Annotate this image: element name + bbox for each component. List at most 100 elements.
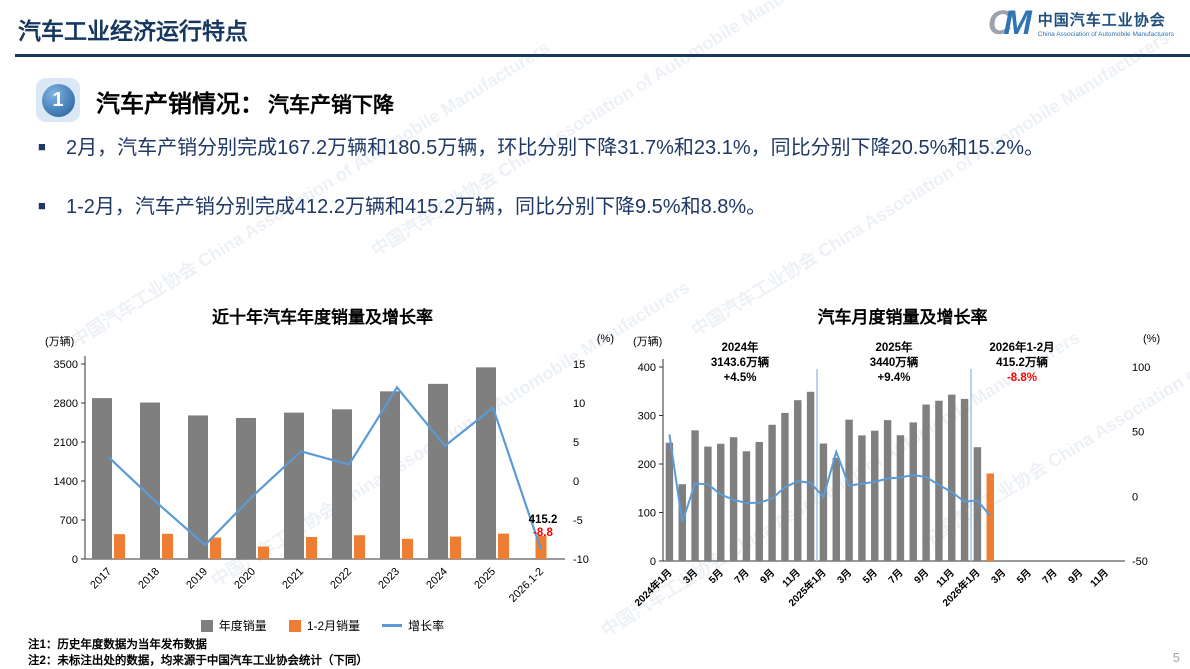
svg-text:5月: 5月 xyxy=(860,567,879,586)
svg-text:7月: 7月 xyxy=(886,567,905,586)
footnote-2: 注2：未标注出处的数据，均来源于中国汽车工业协会统计（下同） xyxy=(28,654,368,667)
section-title-sub: 汽车产销下降 xyxy=(268,94,394,117)
bullet-square-icon: ■ xyxy=(38,139,46,154)
section-number: 1 xyxy=(41,83,75,117)
svg-text:415.2: 415.2 xyxy=(529,514,558,526)
svg-text:5: 5 xyxy=(573,437,579,449)
section-title: 汽车产销情况： 汽车产销下降 xyxy=(96,84,394,119)
svg-text:11月: 11月 xyxy=(1088,567,1111,590)
annual-bars xyxy=(92,367,547,559)
svg-text:-10: -10 xyxy=(573,554,589,566)
svg-text:9月: 9月 xyxy=(912,567,931,586)
svg-text:2017: 2017 xyxy=(88,566,114,592)
annual-end-labels: 415.2-8.8 xyxy=(529,514,558,539)
annual-chart-legend: 年度销量 1-2月销量 增长率 xyxy=(25,617,620,634)
bullet-square-icon: ■ xyxy=(38,198,46,213)
legend-item-growth-rate: 增长率 xyxy=(382,617,444,634)
legend-label: 年度销量 xyxy=(218,619,267,633)
bullet-item: ■ 1-2月，汽车产销分别完成412.2万辆和415.2万辆，同比分别下降9.5… xyxy=(36,192,1158,222)
svg-text:-8.8%: -8.8% xyxy=(1007,372,1037,384)
annual-chart-title: 近十年汽车年度销量及增长率 xyxy=(212,308,433,327)
svg-text:0: 0 xyxy=(1132,491,1138,503)
annual-unit-right: (%) xyxy=(596,333,614,345)
monthly-chart-title: 汽车月度销量及增长率 xyxy=(817,308,988,327)
org-logo: CM 中国汽车工业协会 China Association of Automob… xyxy=(988,6,1174,40)
annual-left-axis-labels: 0 700 1400 2100 2800 3500 xyxy=(54,359,78,566)
annual-x-labels: 2017 2018 2019 2020 2021 2022 2023 2024 2025 2026… xyxy=(88,566,546,605)
svg-text:2021: 2021 xyxy=(280,566,306,592)
svg-text:700: 700 xyxy=(60,515,78,527)
svg-text:3月: 3月 xyxy=(681,567,700,586)
svg-text:2020: 2020 xyxy=(232,566,258,592)
org-name-cn: 中国汽车工业协会 xyxy=(1037,11,1166,29)
orange-bar-swatch-icon xyxy=(288,619,301,632)
svg-text:2800: 2800 xyxy=(54,398,78,410)
svg-text:7月: 7月 xyxy=(732,567,751,586)
svg-text:2025年: 2025年 xyxy=(875,340,913,354)
svg-text:2026年1-2月: 2026年1-2月 xyxy=(989,340,1054,354)
svg-text:-5: -5 xyxy=(573,515,583,527)
bullet-item: ■ 2月，汽车产销分别完成167.2万辆和180.5万辆，环比分别下降31.7%… xyxy=(36,133,1158,163)
svg-text:100: 100 xyxy=(1132,362,1150,374)
svg-text:11月: 11月 xyxy=(780,567,803,590)
org-name-en: China Association of Automobile Manufact… xyxy=(1037,30,1174,38)
gray-bar-swatch-icon xyxy=(200,619,213,632)
svg-text:+9.4%: +9.4% xyxy=(878,372,911,384)
monthly-left-axis-labels: 0 100 200 300 400 xyxy=(638,362,656,568)
svg-text:2100: 2100 xyxy=(54,437,78,449)
monthly-unit-right: (%) xyxy=(1143,333,1161,345)
bullet-list: ■ 2月，汽车产销分别完成167.2万辆和180.5万辆，环比分别下降31.7%… xyxy=(36,133,1158,251)
svg-text:5月: 5月 xyxy=(1014,567,1033,586)
svg-text:0: 0 xyxy=(573,476,579,488)
legend-label: 增长率 xyxy=(408,619,445,633)
svg-text:2018: 2018 xyxy=(136,566,162,592)
svg-text:-8.8: -8.8 xyxy=(533,527,553,539)
svg-text:2026.1-2: 2026.1-2 xyxy=(507,566,546,605)
svg-text:15: 15 xyxy=(573,359,585,371)
svg-text:0: 0 xyxy=(72,554,78,566)
svg-text:3500: 3500 xyxy=(54,359,78,371)
svg-text:9月: 9月 xyxy=(758,567,777,586)
page-number: 5 xyxy=(1172,650,1180,665)
section-number-badge: 1 xyxy=(36,78,80,122)
svg-text:5月: 5月 xyxy=(706,567,725,586)
svg-text:3440万辆: 3440万辆 xyxy=(870,355,919,369)
svg-text:+4.5%: +4.5% xyxy=(724,372,757,384)
svg-text:11月: 11月 xyxy=(934,567,957,590)
page-title: 汽车工业经济运行特点 xyxy=(18,18,248,44)
svg-text:9月: 9月 xyxy=(1066,567,1085,586)
monthly-year-separators xyxy=(816,369,972,561)
svg-text:400: 400 xyxy=(638,362,656,374)
svg-text:2025: 2025 xyxy=(472,566,498,592)
svg-text:3月: 3月 xyxy=(989,567,1008,586)
annual-right-axis-labels: -10 -5 0 5 10 15 xyxy=(573,359,589,566)
svg-text:2024年1月: 2024年1月 xyxy=(632,566,675,609)
header-divider xyxy=(15,54,1190,57)
svg-text:2022: 2022 xyxy=(328,566,354,592)
svg-text:10: 10 xyxy=(573,398,585,410)
bullet-text: 1-2月，汽车产销分别完成412.2万辆和415.2万辆，同比分别下降9.5%和… xyxy=(66,196,767,218)
legend-item-annual-sales: 年度销量 xyxy=(200,617,267,634)
svg-text:415.2万辆: 415.2万辆 xyxy=(996,355,1048,369)
monthly-axes xyxy=(659,359,1125,562)
annual-growth-line xyxy=(108,385,543,550)
svg-text:50: 50 xyxy=(1132,427,1144,439)
annual-sales-chart: 近十年汽车年度销量及增长率 (万辆) (%) 0 700 1400 2100 2800 3… xyxy=(25,303,620,629)
svg-text:2024: 2024 xyxy=(424,566,450,592)
svg-text:3月: 3月 xyxy=(835,567,854,586)
section-title-main: 汽车产销情况： xyxy=(96,91,264,118)
svg-text:3143.6万辆: 3143.6万辆 xyxy=(711,355,770,369)
org-logo-text: 中国汽车工业协会 China Association of Automobile… xyxy=(1038,9,1174,38)
legend-label: 1-2月销量 xyxy=(306,619,361,633)
svg-text:-50: -50 xyxy=(1132,556,1148,568)
bullet-text: 2月，汽车产销分别完成167.2万辆和180.5万辆，环比分别下降31.7%和2… xyxy=(66,137,1045,159)
monthly-growth-line xyxy=(668,434,992,523)
legend-item-jan-feb-sales: 1-2月销量 xyxy=(288,617,361,634)
monthly-right-axis-labels: -50 0 50 100 xyxy=(1132,362,1150,568)
svg-text:0: 0 xyxy=(650,556,656,568)
